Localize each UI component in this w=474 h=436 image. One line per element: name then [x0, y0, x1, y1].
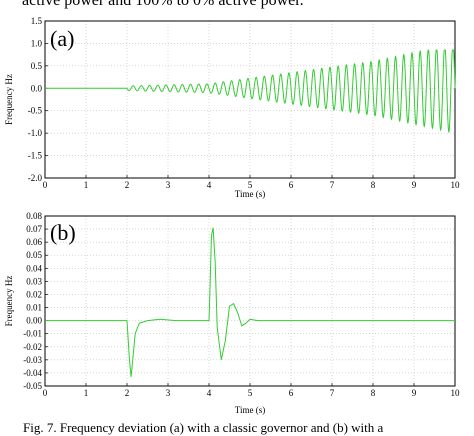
y-tick-label: -2.0 — [28, 173, 43, 183]
y-tick-label: 1.0 — [31, 38, 43, 48]
x-tick-label: 6 — [289, 388, 294, 398]
series-line — [45, 49, 456, 134]
y-tick-label: -0.5 — [28, 106, 43, 116]
y-tick-label: 0.07 — [26, 224, 42, 234]
panel-label: (b) — [50, 220, 76, 245]
x-tick-label: 3 — [166, 388, 171, 398]
y-tick-label: -1.0 — [28, 128, 43, 138]
panel-label: (a) — [50, 26, 74, 51]
x-tick-label: 7 — [330, 388, 335, 398]
x-tick-label: 0 — [43, 388, 48, 398]
y-tick-label: -0.01 — [23, 329, 42, 339]
x-tick-label: 9 — [412, 388, 417, 398]
x-tick-label: 1 — [84, 180, 89, 190]
x-axis-label: Time (s) — [235, 405, 265, 415]
x-tick-label: 4 — [207, 180, 212, 190]
x-tick-label: 2 — [125, 388, 130, 398]
y-axis-label: Frequency Hz — [4, 74, 14, 125]
y-tick-label: 0.03 — [26, 276, 42, 286]
y-tick-label: 0.00 — [26, 316, 42, 326]
y-tick-label: 0.01 — [26, 303, 42, 313]
header-text: active power and 100% to 0% active power… — [22, 0, 304, 9]
y-tick-label: 0.08 — [26, 211, 42, 221]
x-tick-label: 4 — [207, 388, 212, 398]
y-axis-label: Frequency Hz — [4, 276, 14, 327]
y-tick-label: 0.05 — [26, 250, 42, 260]
x-tick-label: 5 — [248, 388, 253, 398]
chart-panel-a: 0 1 2 3 4 5 6 7 8 9 10 1.5 1.0 0.5 0.0 -0.5 -1.0 -1.5 -2.0… — [4, 16, 460, 199]
series-line — [45, 227, 455, 377]
y-tick-label: 0.02 — [26, 289, 42, 299]
figure-caption: Fig. 7. Frequency deviation (a) with a c… — [23, 420, 384, 435]
x-tick-label: 10 — [451, 388, 461, 398]
y-tick-label: 0.5 — [31, 61, 43, 71]
y-tick-label: 1.5 — [31, 16, 43, 26]
y-tick-label: 0.0 — [31, 83, 43, 93]
x-tick-label: 3 — [166, 180, 171, 190]
y-tick-label: -1.5 — [28, 151, 43, 161]
x-tick-label: 5 — [248, 180, 253, 190]
x-tick-label: 7 — [330, 180, 335, 190]
x-tick-label: 8 — [371, 388, 376, 398]
x-tick-label: 6 — [289, 180, 294, 190]
chart-panel-b: 0 1 2 3 4 5 6 7 8 9 10 0.08 0.07 0.06 0.05 0.04 0.03 0.02… — [4, 211, 460, 415]
y-tick-label: 0.06 — [26, 237, 42, 247]
y-tick-label: -0.04 — [23, 368, 42, 378]
x-tick-label: 1 — [84, 388, 89, 398]
x-tick-label: 9 — [412, 180, 417, 190]
x-tick-label: 2 — [125, 180, 130, 190]
x-axis-label: Time (s) — [235, 189, 265, 199]
y-tick-label: -0.05 — [23, 381, 42, 391]
x-tick-label: 0 — [43, 180, 48, 190]
y-tick-label: -0.02 — [23, 342, 42, 352]
x-tick-label: 8 — [371, 180, 376, 190]
x-tick-label: 10 — [451, 180, 461, 190]
y-tick-label: 0.04 — [26, 263, 42, 273]
y-tick-label: -0.03 — [23, 355, 42, 365]
